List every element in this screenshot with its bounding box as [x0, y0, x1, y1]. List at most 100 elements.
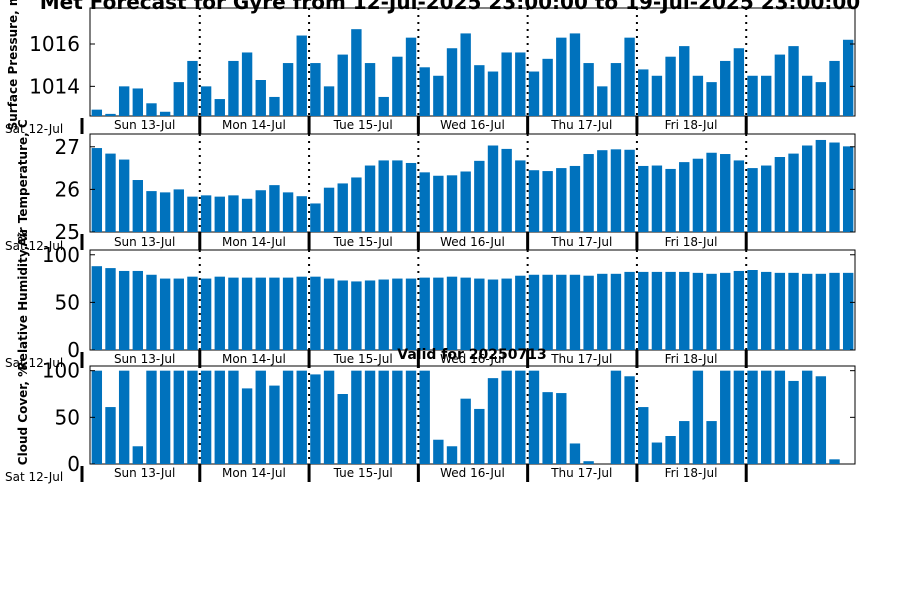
- bar: [829, 142, 840, 232]
- bar: [323, 278, 335, 350]
- bar: [433, 439, 444, 464]
- day-label: Sat 12-Jul: [5, 470, 63, 484]
- panel-4: Sat 12-Jul Sun 13-Jul Mon 14-Jul Tue 15-Jul…: [5, 359, 856, 484]
- bar: [433, 75, 444, 116]
- bar: [118, 159, 130, 232]
- bar: [474, 65, 485, 116]
- bar: [228, 60, 239, 116]
- bar: [542, 274, 553, 350]
- bar: [433, 277, 444, 350]
- bar: [651, 442, 663, 464]
- y-tick-label: 27: [55, 135, 80, 159]
- bar: [282, 63, 294, 116]
- day-label: Mon 14-Jul: [222, 235, 286, 249]
- y-axis-label: Air Temperature, C: [16, 119, 30, 247]
- day-label: Fri 18-Jul: [665, 466, 718, 480]
- bar: [679, 46, 690, 116]
- bar: [487, 378, 499, 464]
- bar: [310, 276, 321, 350]
- bar: [774, 272, 786, 350]
- bar: [583, 63, 594, 116]
- bar: [200, 370, 212, 464]
- day-label: Thu 17-Jul: [550, 235, 612, 249]
- panel-1: Sat 12-Jul Sun 13-Jul Mon 14-Jul Tue 15-Jul…: [5, 0, 856, 136]
- bar: [351, 29, 362, 117]
- bar: [419, 67, 430, 116]
- bar: [282, 370, 294, 464]
- bar: [624, 149, 635, 232]
- bar: [638, 165, 649, 232]
- bar: [815, 82, 827, 116]
- bar: [487, 71, 499, 116]
- day-label: Fri 18-Jul: [665, 235, 718, 249]
- bar: [173, 189, 184, 232]
- y-tick-label: 100: [42, 243, 80, 267]
- bar: [706, 82, 717, 116]
- y-tick-label: 0: [67, 452, 80, 476]
- bar: [378, 279, 389, 350]
- bar: [706, 273, 717, 350]
- bar: [761, 370, 772, 464]
- day-label: Wed 16-Jul: [440, 235, 505, 249]
- bar: [323, 370, 335, 464]
- bar: [282, 277, 294, 350]
- bar: [720, 272, 731, 350]
- bar: [296, 196, 307, 232]
- bar: [842, 146, 854, 232]
- bar: [624, 37, 635, 116]
- bar: [733, 48, 745, 117]
- bar: [829, 60, 840, 116]
- bar: [583, 461, 594, 464]
- bar: [501, 278, 512, 350]
- bar: [651, 271, 663, 350]
- bar: [241, 277, 253, 350]
- bar: [528, 71, 540, 116]
- bar: [720, 370, 731, 464]
- bar: [364, 63, 376, 116]
- day-label: Mon 14-Jul: [222, 118, 286, 132]
- bar: [105, 268, 116, 350]
- bar: [310, 63, 321, 116]
- bar: [146, 370, 157, 464]
- bar: [132, 88, 144, 116]
- valid-for-label: Valid for 20250713: [397, 347, 546, 363]
- bar: [679, 421, 690, 464]
- bar: [501, 148, 512, 232]
- bar: [214, 370, 225, 464]
- bar: [801, 145, 813, 232]
- bar: [187, 370, 198, 464]
- bar: [118, 86, 130, 116]
- day-label: Tue 15-Jul: [333, 235, 393, 249]
- bar: [337, 394, 348, 464]
- bar: [241, 198, 253, 232]
- bar: [692, 75, 704, 116]
- bar: [474, 160, 485, 232]
- bar: [597, 150, 608, 232]
- bar: [583, 275, 594, 350]
- bar: [501, 52, 512, 116]
- bar: [405, 278, 417, 350]
- bar: [665, 168, 676, 232]
- bar: [310, 203, 321, 232]
- bar: [679, 271, 690, 350]
- bar: [433, 175, 444, 232]
- bar: [364, 280, 376, 350]
- bar: [761, 165, 772, 232]
- bar: [665, 436, 676, 464]
- bar: [228, 370, 239, 464]
- bar: [542, 58, 553, 116]
- bar: [556, 168, 567, 232]
- bar: [337, 183, 348, 232]
- day-label: Wed 16-Jul: [440, 466, 505, 480]
- bar: [173, 278, 184, 350]
- y-tick-label: 50: [55, 290, 80, 314]
- day-label: Tue 15-Jul: [333, 466, 393, 480]
- bar: [747, 168, 758, 232]
- bar: [774, 54, 786, 116]
- bar: [91, 370, 103, 464]
- bar: [159, 192, 171, 232]
- day-label: Mon 14-Jul: [222, 466, 286, 480]
- day-label: Mon 14-Jul: [222, 352, 286, 366]
- bar: [720, 154, 731, 232]
- bar: [214, 99, 225, 116]
